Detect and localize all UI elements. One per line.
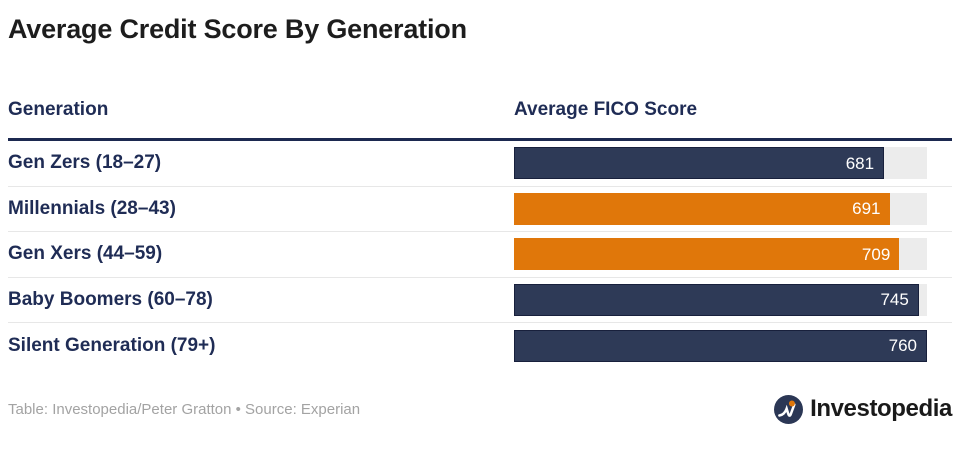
- table-row: Silent Generation (79+) 760: [8, 323, 952, 369]
- col-header-generation: Generation: [8, 99, 109, 120]
- row-label: Gen Zers (18–27): [8, 152, 162, 174]
- row-label: Gen Xers (44–59): [8, 243, 163, 265]
- footer: Table: Investopedia/Peter Gratton • Sour…: [8, 394, 952, 424]
- bar: 745: [514, 283, 919, 316]
- investopedia-logo: Investopedia: [774, 394, 952, 424]
- bar-value-label: 709: [861, 244, 891, 264]
- table-body: Gen Zers (18–27) 681 Millennials (28–43) 69…: [8, 141, 952, 369]
- row-label: Millennials (28–43): [8, 197, 176, 219]
- table-row: Baby Boomers (60–78) 745: [8, 278, 952, 323]
- bar-value-label: 745: [880, 290, 909, 310]
- row-label: Baby Boomers (60–78): [8, 288, 213, 310]
- bar-track: 745: [514, 283, 927, 316]
- col-header-fico-score: Average FICO Score: [514, 99, 698, 120]
- row-label: Silent Generation (79+): [8, 334, 216, 356]
- bar-value-label: 681: [845, 153, 875, 173]
- column-headers: Generation Average FICO Score: [8, 99, 952, 121]
- bar: 760: [514, 329, 927, 362]
- bar: 691: [514, 192, 890, 225]
- table-row: Millennials (28–43) 691: [8, 187, 952, 232]
- bar-value-label: 691: [852, 199, 881, 219]
- bar: 681: [514, 147, 885, 180]
- table-row: Gen Xers (44–59) 709: [8, 232, 952, 278]
- bar-track: 760: [514, 329, 927, 362]
- source-credit: Table: Investopedia/Peter Gratton • Sour…: [8, 400, 361, 418]
- bar-value-label: 760: [888, 336, 917, 356]
- chart-card: Average Credit Score By Generation Gener…: [0, 13, 960, 424]
- investopedia-logo-text: Investopedia: [810, 395, 952, 422]
- chart-title: Average Credit Score By Generation: [8, 14, 467, 44]
- bar-track: 709: [514, 238, 927, 271]
- bar: 709: [514, 238, 900, 271]
- bar-track: 691: [514, 192, 927, 225]
- bar-track: 681: [514, 147, 927, 180]
- investopedia-logo-icon: [774, 394, 804, 424]
- header-divider: [8, 138, 952, 141]
- table-row: Gen Zers (18–27) 681: [8, 141, 952, 187]
